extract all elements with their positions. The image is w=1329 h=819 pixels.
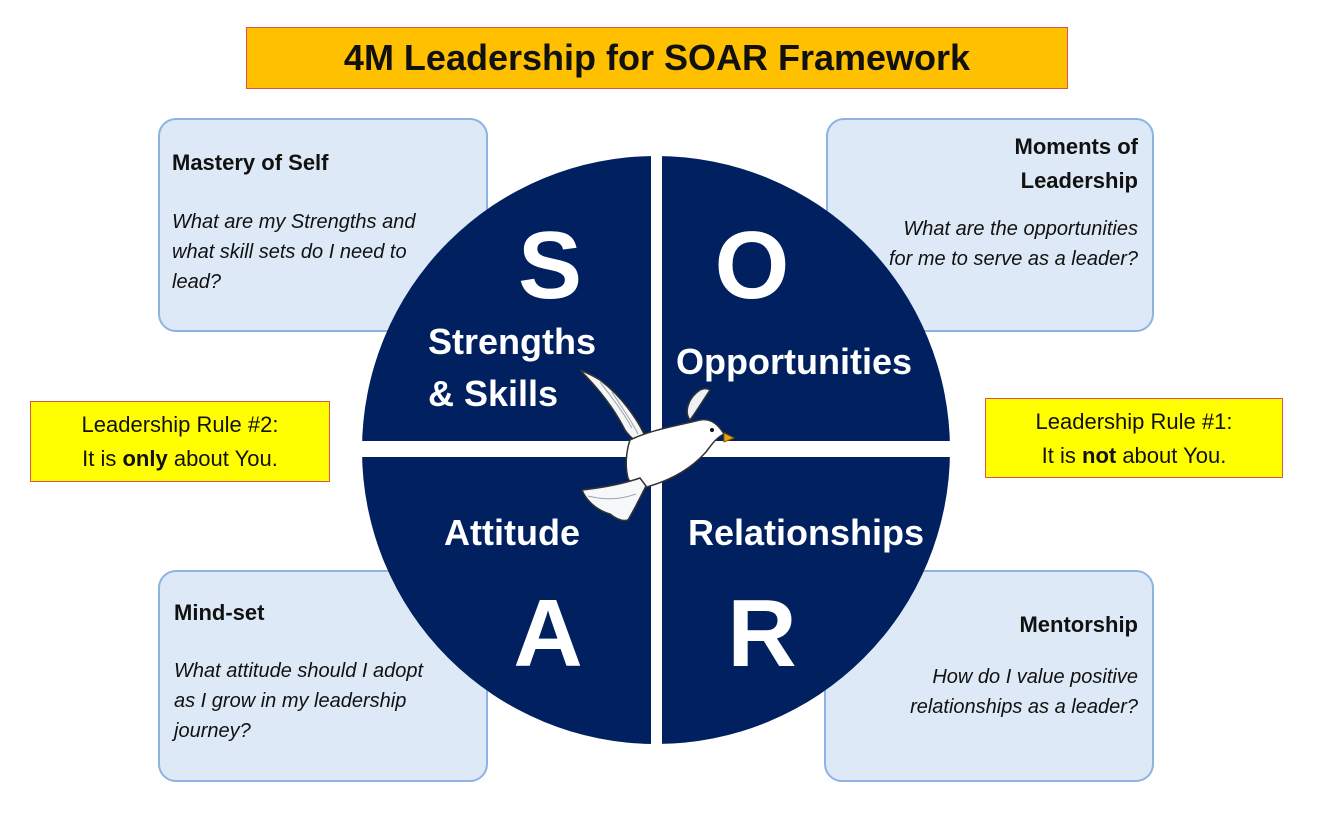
- quadrant-letter-s: S: [518, 212, 582, 319]
- rule-text-pre: It is: [82, 446, 123, 471]
- rule-title: Leadership Rule #2:: [81, 412, 279, 437]
- card-question: What are the opportunities for me to ser…: [888, 218, 1138, 270]
- rule-title: Leadership Rule #1:: [1035, 409, 1233, 434]
- card-heading: Mind-set: [174, 600, 265, 625]
- rule-statement: It is only about You.: [31, 442, 329, 476]
- rule-text-pre: It is: [1041, 443, 1082, 468]
- rule-text-post: about You.: [167, 446, 278, 471]
- quadrant-label-skills: & Skills: [428, 373, 558, 414]
- quadrant-label-opportunities: Opportunities: [676, 341, 912, 382]
- quadrant-label-relationships: Relationships: [688, 512, 924, 553]
- card-question: What attitude should I adopt as I grow i…: [174, 660, 424, 742]
- rule-text-emphasis: not: [1082, 443, 1117, 468]
- leadership-rule-1: Leadership Rule #1: It is not about You.: [985, 398, 1283, 478]
- quadrant-label-attitude: Attitude: [444, 512, 580, 553]
- rule-text-post: about You.: [1116, 443, 1227, 468]
- card-heading-line2: Leadership: [1020, 168, 1138, 193]
- title-banner: 4M Leadership for SOAR Framework: [246, 27, 1068, 89]
- leadership-rule-2: Leadership Rule #2: It is only about You…: [30, 401, 330, 482]
- quadrant-label-strengths: Strengths: [428, 321, 596, 362]
- rule-text-emphasis: only: [122, 446, 168, 471]
- quadrant-letter-a: A: [513, 580, 582, 687]
- page-title: 4M Leadership for SOAR Framework: [343, 37, 971, 78]
- card-heading-line1: Moments of: [1014, 134, 1138, 159]
- quadrant-letter-r: R: [727, 580, 796, 687]
- card-heading: Mentorship: [1019, 612, 1138, 637]
- quadrant-letter-o: O: [715, 212, 790, 319]
- card-question: What are my Strengths and what skill set…: [172, 211, 416, 293]
- card-heading: Mastery of Self: [172, 150, 329, 175]
- rule-statement: It is not about You.: [986, 439, 1282, 473]
- dove-icon: [579, 369, 736, 522]
- card-question: How do I value positive relationships as…: [910, 666, 1138, 718]
